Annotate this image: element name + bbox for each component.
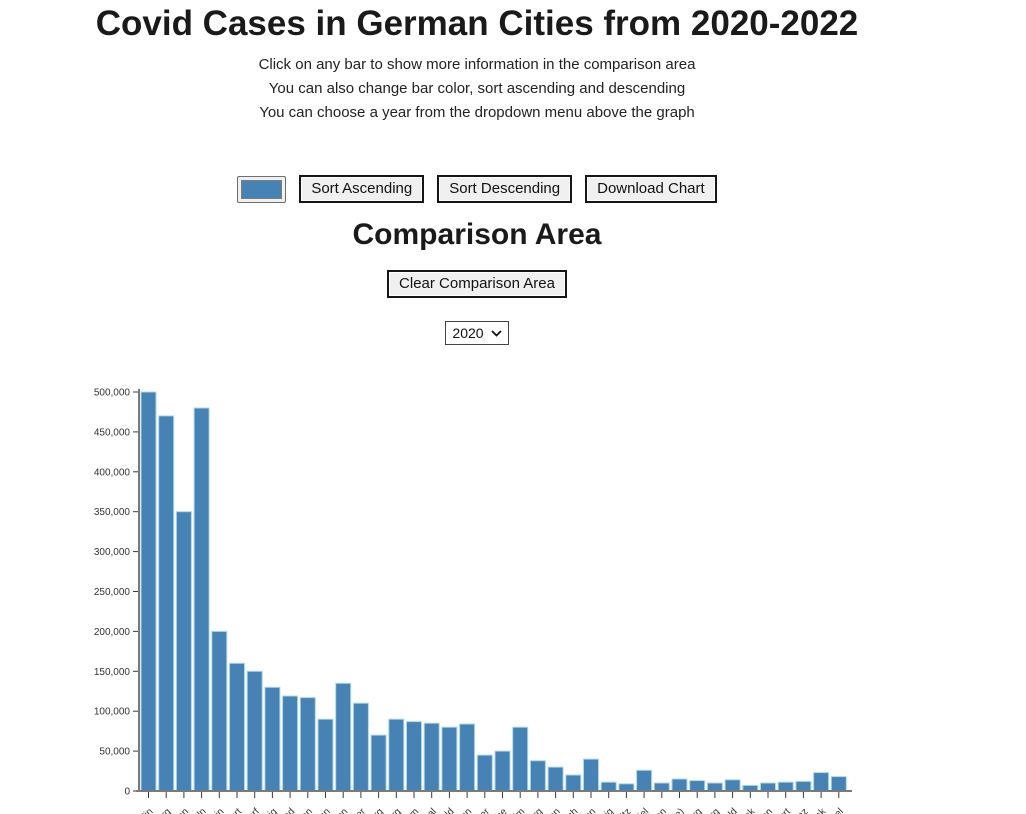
chart-bar[interactable] — [671, 778, 688, 792]
chart-bar[interactable] — [618, 783, 635, 792]
chart-bar[interactable] — [512, 726, 529, 792]
chart-bar[interactable] — [158, 415, 175, 792]
y-tick-label: 50,000 — [99, 747, 130, 758]
y-tick-label: 500,000 — [94, 388, 131, 399]
download-chart-button[interactable]: Download Chart — [585, 175, 717, 203]
chart-bar[interactable] — [724, 779, 741, 792]
chart-bar[interactable] — [476, 754, 493, 792]
y-tick-label: 350,000 — [94, 507, 131, 518]
instruction-line-2: You can also change bar color, sort asce… — [268, 80, 686, 97]
chart-bar[interactable] — [565, 774, 582, 792]
covid-bar-chart: 0 50,000 100,000 150,000 200,000 250,000 300,0… — [0, 375, 1026, 814]
chart-bar[interactable] — [406, 721, 422, 792]
x-tick-label: Erfurt — [768, 806, 793, 814]
chart-bar[interactable] — [830, 776, 847, 792]
toolbar: Sort Ascending Sort Descending Download … — [0, 175, 954, 203]
chart-bar[interactable] — [600, 781, 617, 792]
y-tick-label: 450,000 — [94, 427, 131, 438]
chart-bar[interactable] — [706, 782, 723, 792]
year-dropdown-value: 2020 — [452, 325, 484, 341]
chart-bar[interactable] — [335, 682, 352, 792]
chart-bar[interactable] — [175, 511, 192, 792]
chart-bar[interactable] — [494, 750, 511, 792]
clear-comparison-button[interactable]: Clear Comparison Area — [387, 270, 567, 298]
chart-bar[interactable] — [370, 734, 387, 792]
chart-bar[interactable] — [547, 766, 564, 792]
chart-bar[interactable] — [388, 718, 405, 792]
chart-bar[interactable] — [229, 662, 245, 792]
chart-bar[interactable] — [459, 723, 476, 792]
x-tick-label: Köln — [187, 806, 209, 814]
sort-descending-button[interactable]: Sort Descending — [437, 175, 573, 203]
bar-color-swatch — [241, 179, 283, 199]
chart-bar[interactable] — [636, 769, 653, 792]
year-dropdown[interactable]: 2020 — [445, 321, 509, 345]
y-tick-label: 300,000 — [94, 547, 131, 558]
chart-bar[interactable] — [653, 782, 670, 792]
y-tick-label: 100,000 — [94, 707, 131, 718]
chart-bar[interactable] — [813, 772, 830, 792]
chart-bar[interactable] — [264, 686, 281, 792]
instruction-line-3: You can choose a year from the dropdown … — [259, 104, 695, 121]
chart-bar[interactable] — [423, 722, 440, 792]
comparison-area-heading: Comparison Area — [352, 218, 602, 251]
chart-bar[interactable] — [193, 407, 210, 792]
chart-bar[interactable] — [583, 758, 599, 792]
page-title: Covid Cases in German Cities from 2020-2… — [95, 4, 859, 43]
chart-bar[interactable] — [777, 781, 794, 792]
bar-color-picker[interactable] — [237, 175, 287, 203]
x-tick-label: Kiel — [632, 806, 652, 814]
chart-svg: 0 50,000 100,000 150,000 200,000 250,000 300,0… — [94, 388, 852, 814]
chart-bar[interactable] — [246, 670, 263, 792]
chart-bar[interactable] — [795, 780, 812, 792]
instructions-block: Click on any bar to show more informatio… — [0, 53, 954, 125]
year-select-row: 2020 — [0, 321, 954, 345]
chart-bar[interactable] — [317, 718, 334, 792]
clear-row: Clear Comparison Area — [0, 270, 954, 298]
chart-bar[interactable] — [352, 702, 369, 792]
y-tick-label: 200,000 — [94, 627, 131, 638]
chart-bar[interactable] — [282, 695, 299, 792]
y-tick-label: 400,000 — [94, 467, 131, 478]
y-tick-label: 150,000 — [94, 667, 131, 678]
chart-bar[interactable] — [689, 780, 706, 792]
y-tick-label: 0 — [124, 787, 130, 798]
chevron-down-icon — [490, 329, 502, 337]
x-tick-label: Berlin — [130, 806, 156, 814]
chart-bar[interactable] — [441, 726, 458, 792]
sort-ascending-button[interactable]: Sort Ascending — [299, 175, 425, 203]
y-tick-label: 250,000 — [94, 587, 131, 598]
chart-bar[interactable] — [760, 782, 776, 792]
chart-bar[interactable] — [140, 391, 157, 792]
chart-bar[interactable] — [529, 760, 546, 792]
chart-bar[interactable] — [211, 630, 228, 792]
content-column: Covid Cases in German Cities from 2020-2… — [0, 0, 954, 345]
chart-bar[interactable] — [299, 697, 316, 792]
instruction-line-1: Click on any bar to show more informatio… — [258, 56, 696, 73]
x-tick-label: Bonn — [450, 806, 474, 814]
